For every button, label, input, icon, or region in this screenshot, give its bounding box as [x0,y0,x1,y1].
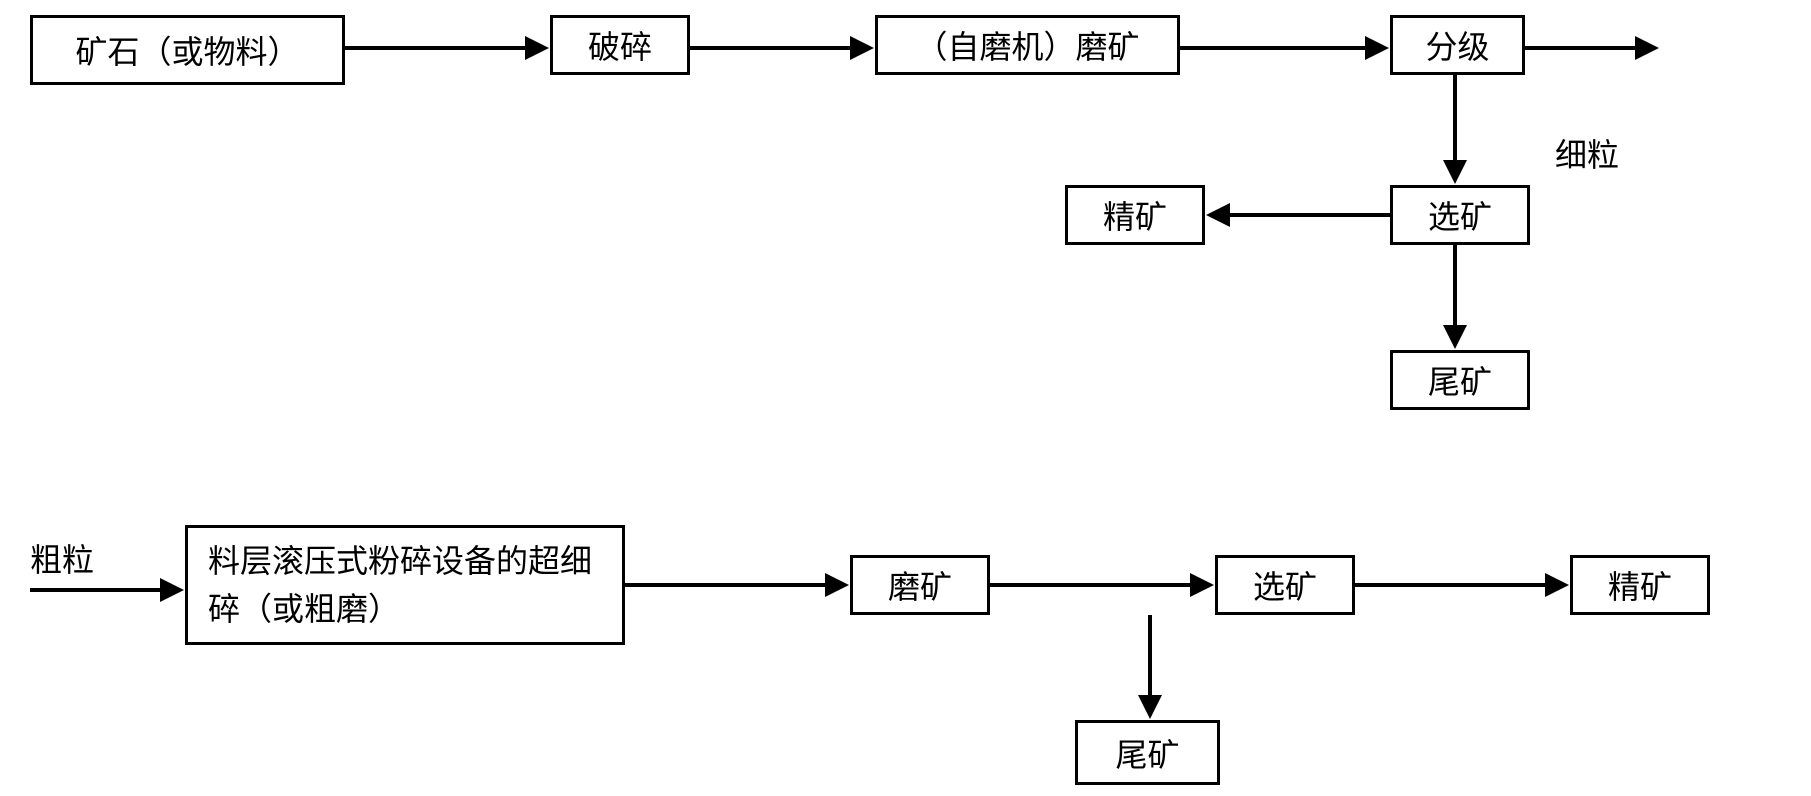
label-text: 粗粒 [30,542,94,578]
node-label: 破碎 [588,22,652,68]
label-text: 细粒 [1555,137,1619,173]
node-concentrate1: 精矿 [1065,185,1205,245]
node-label: 选矿 [1253,562,1317,608]
arrows-layer [0,0,1811,796]
node-label: 料层滚压式粉碎设备的超细碎（或粗磨） [208,537,602,633]
label-fine: 细粒 [1555,130,1619,176]
node-beneficiate1: 选矿 [1390,185,1530,245]
node-grind2: 磨矿 [850,555,990,615]
node-label: 磨矿 [888,562,952,608]
node-label: 精矿 [1608,562,1672,608]
node-superfine: 料层滚压式粉碎设备的超细碎（或粗磨） [185,525,625,645]
node-crush: 破碎 [550,15,690,75]
node-label: 精矿 [1103,192,1167,238]
node-label: （自磨机）磨矿 [915,22,1139,68]
label-coarse: 粗粒 [30,535,94,581]
node-grind1: （自磨机）磨矿 [875,15,1180,75]
node-beneficiate2: 选矿 [1215,555,1355,615]
node-tailings1: 尾矿 [1390,350,1530,410]
node-label: 矿石（或物料） [75,27,299,73]
node-ore: 矿石（或物料） [30,15,345,85]
node-tailings2: 尾矿 [1075,720,1220,785]
node-concentrate2: 精矿 [1570,555,1710,615]
node-label: 分级 [1425,22,1489,68]
node-label: 尾矿 [1428,357,1492,403]
node-label: 尾矿 [1115,730,1179,776]
node-classify: 分级 [1390,15,1525,75]
node-label: 选矿 [1428,192,1492,238]
